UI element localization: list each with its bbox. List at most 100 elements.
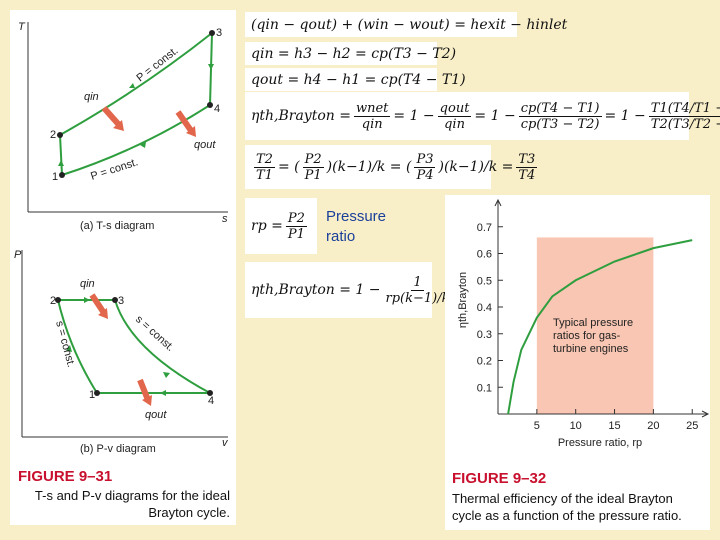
equation: qin = h3 − h2 = cp(T3 − T2): [245, 42, 456, 65]
heat-arrow: [137, 378, 151, 402]
equation-text: ηth,Brayton = 1 −: [251, 282, 381, 298]
fraction: T1(T4/T1 − 1)T2(T3/T2 − 1): [648, 101, 720, 132]
equation: T2 T1 = (P2 P1)(k−1)/k = (P3 P4)(k−1)/k = T…: [245, 145, 538, 189]
annotation: turbine engines: [553, 343, 629, 355]
denominator: P4: [416, 167, 434, 183]
denominator: qin: [361, 116, 383, 132]
equation-text: = 1 −: [474, 108, 516, 124]
denominator: cp(T3 − T2): [520, 116, 600, 132]
process: [59, 32, 213, 136]
equation-text: )(k−1)/k = (: [326, 159, 412, 175]
equation-text: rp =: [251, 218, 283, 234]
heat-arrow: [89, 293, 107, 315]
x-tick-label: 25: [686, 420, 698, 432]
point-label: 3: [118, 295, 124, 307]
numerator: wnet: [353, 100, 391, 117]
point-label: 1: [52, 171, 58, 183]
numerator: T1(T4/T1 − 1): [648, 101, 720, 117]
caption-line: Brayton cycle.: [148, 505, 230, 520]
numerator: 1: [411, 274, 424, 291]
numerator: P2: [302, 151, 324, 168]
figure-text: Thermal efficiency of the ideal Brayton …: [452, 490, 682, 524]
point-label: 2: [50, 295, 56, 307]
denominator: T2(T3/T2 − 1): [650, 116, 720, 132]
heat-label: qout: [145, 409, 167, 421]
numerator: cp(T4 − T1): [518, 100, 602, 117]
denominator: rp(k−1)/k: [385, 290, 450, 306]
fraction: qout qin: [437, 100, 472, 132]
denominator: T4: [518, 167, 536, 183]
efficiency-curve: [507, 239, 693, 415]
annotation: ratios for gas-: [553, 330, 621, 342]
pressure-ratio-note: Pressure ratio: [326, 207, 386, 247]
fraction: P2 P1: [285, 210, 307, 242]
denominator: qin: [444, 116, 465, 132]
heat-label: qin: [84, 91, 99, 103]
axes: [27, 22, 228, 213]
x-axis-label: Pressure ratio, rp: [558, 437, 642, 449]
equation: ηth,Brayton = wnet qin = 1 − qout qin = 1 …: [245, 92, 720, 140]
y-tick-label: 0.3: [477, 329, 492, 341]
equation: ηth,Brayton = 1 − 1 rp(k−1)/k: [245, 262, 450, 318]
fraction: T2 T1: [254, 152, 275, 183]
figure-text: T-s and P-v diagrams for the ideal Brayt…: [14, 487, 230, 521]
equation-text: ηth,Brayton =: [251, 108, 351, 124]
arrow: [494, 198, 710, 418]
heat-label: qout: [194, 139, 216, 151]
axis-label: T: [18, 21, 26, 33]
equation-text: qin = h3 − h2 = cp(T3 − T2): [251, 45, 457, 62]
note-line: ratio: [326, 228, 356, 245]
heat-arrow: [101, 106, 123, 128]
fraction: P2 P1: [302, 151, 324, 183]
numerator: T2: [254, 151, 275, 168]
point-label: 2: [50, 129, 56, 141]
numerator: P3: [414, 151, 436, 168]
caption-line: Thermal efficiency of the ideal Brayton: [452, 491, 673, 506]
note-line: Pressure: [326, 208, 387, 225]
heat-label: qin: [80, 278, 95, 290]
y-tick-label: 0.6: [477, 249, 492, 261]
x-tick-label: 20: [647, 420, 659, 432]
equation-text: )(k−1)/k =: [438, 159, 514, 175]
y-tick-label: 0.4: [477, 302, 492, 314]
figure-number: FIGURE 9–32: [452, 470, 547, 487]
denominator: P1: [304, 167, 322, 183]
point-label: 4: [214, 103, 220, 115]
figure-number: FIGURE 9–31: [18, 468, 113, 485]
y-tick-label: 0.7: [477, 222, 492, 234]
axis-label: P: [14, 249, 22, 261]
process: [61, 104, 211, 176]
process: [59, 134, 63, 176]
caption-line: T-s and P-v diagrams for the ideal: [34, 488, 230, 503]
denominator: T1: [256, 167, 273, 183]
y-tick-label: 0.1: [477, 382, 492, 394]
equation: (qin − qout) + (win − wout) = hexit − hi…: [245, 12, 567, 37]
x-tick-label: 5: [534, 420, 540, 432]
x-tick-label: 10: [570, 420, 582, 432]
numerator: P2: [285, 210, 307, 227]
axes: [21, 250, 228, 438]
equation-text: (qin − qout) + (win − wout) = hexit − hi…: [251, 16, 568, 33]
diagram-caption: (b) P-v diagram: [80, 443, 156, 455]
axis-label: v: [222, 437, 229, 449]
equation-text: = 1 −: [393, 108, 435, 124]
x-tick-label: 15: [608, 420, 620, 432]
point-label: 1: [89, 389, 95, 401]
caption-line: cycle as a function of the pressure rati…: [452, 508, 682, 523]
numerator: T3: [516, 151, 538, 168]
fraction: cp(T4 − T1) cp(T3 − T2): [518, 100, 602, 132]
equation: rp = P2 P1: [245, 198, 317, 254]
numerator: qout: [437, 100, 472, 117]
y-tick-label: 0.5: [477, 275, 492, 287]
equation: qout = h4 − h1 = cp(T4 − T1): [245, 68, 466, 91]
equation-text: = (: [277, 159, 300, 175]
fraction: P3 P4: [414, 151, 436, 183]
y-axis-label: ηth,Brayton: [457, 272, 469, 328]
fraction: T3 T4: [516, 151, 538, 183]
shaded-range: [536, 237, 654, 414]
point-label: 4: [208, 395, 214, 407]
fraction: wnet qin: [353, 100, 391, 132]
cycle-diagrams: T s 1 2 3 4 P = const. P = const. qin qo…: [14, 21, 229, 455]
equation-text: qout = h4 − h1 = cp(T4 − T1): [251, 71, 466, 88]
